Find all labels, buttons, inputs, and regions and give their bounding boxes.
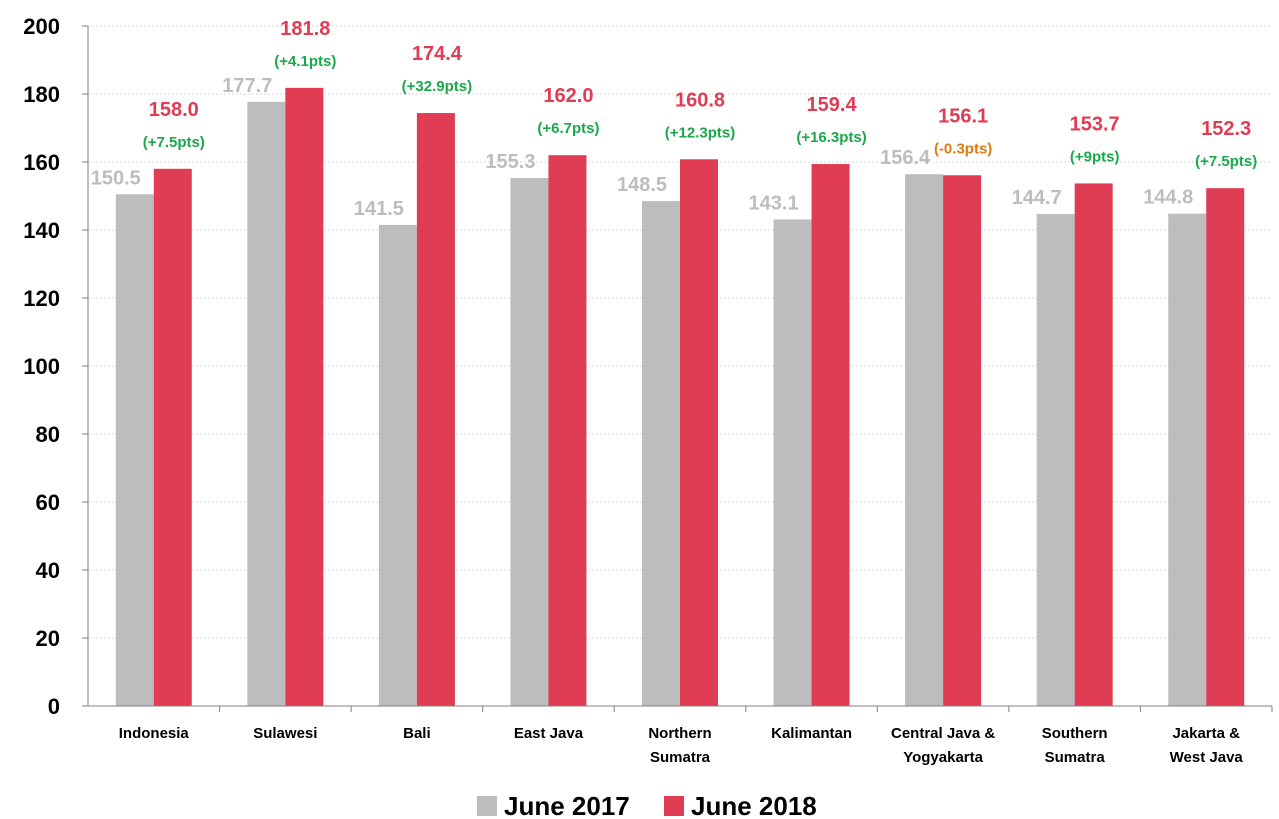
x-category-label: West Java bbox=[1170, 749, 1244, 766]
x-category-label: Sumatra bbox=[650, 749, 711, 766]
y-tick-label: 80 bbox=[36, 422, 60, 447]
data-label-june-2018: 158.0 bbox=[149, 99, 199, 121]
y-tick-label: 20 bbox=[36, 626, 60, 651]
data-label-june-2017: 155.3 bbox=[485, 151, 535, 173]
bar-june-2018 bbox=[943, 175, 982, 706]
data-label-june-2017: 148.5 bbox=[617, 174, 667, 196]
change-label: (-0.3pts) bbox=[934, 140, 992, 157]
legend-label-june-2017: June 2017 bbox=[504, 791, 630, 819]
bar-june-2017 bbox=[905, 174, 944, 707]
legend-label-june-2018: June 2018 bbox=[691, 791, 817, 819]
data-label-june-2017: 141.5 bbox=[354, 198, 404, 220]
change-label: (+9pts) bbox=[1070, 148, 1120, 165]
x-category-label: Bali bbox=[403, 725, 431, 742]
x-axis: Indonesia Sulawesi Bali East Java Northern Su… bbox=[88, 705, 1273, 766]
bar-june-2017 bbox=[773, 219, 812, 706]
x-category-label: Sulawesi bbox=[253, 725, 317, 742]
bar-june-2017 bbox=[1036, 214, 1075, 706]
x-category-label: Northern bbox=[648, 725, 711, 742]
y-tick-label: 180 bbox=[23, 82, 60, 107]
change-label: (+6.7pts) bbox=[537, 120, 599, 137]
y-tick-label: 140 bbox=[23, 218, 60, 243]
bar-june-2017 bbox=[1168, 213, 1207, 706]
data-label-june-2018: 153.7 bbox=[1070, 113, 1120, 135]
y-tick-label: 40 bbox=[36, 558, 60, 583]
y-tick-label: 60 bbox=[36, 490, 60, 515]
data-label-june-2018: 162.0 bbox=[543, 85, 593, 107]
change-label: (+4.1pts) bbox=[274, 53, 336, 70]
bar-june-2018 bbox=[811, 164, 850, 707]
data-label-june-2017: 177.7 bbox=[222, 75, 272, 97]
legend-swatch-june-2018 bbox=[664, 796, 684, 816]
bar-june-2017 bbox=[115, 194, 154, 707]
change-label: (+7.5pts) bbox=[143, 134, 205, 151]
data-label-june-2018: 152.3 bbox=[1201, 118, 1251, 140]
change-label: (+7.5pts) bbox=[1195, 153, 1257, 170]
x-category-label: Southern bbox=[1042, 725, 1108, 742]
bar-june-2017 bbox=[378, 224, 417, 706]
change-label: (+12.3pts) bbox=[665, 124, 735, 141]
bar-june-2017 bbox=[642, 201, 680, 706]
y-axis: 0 20 40 60 80 100 120 140 160 180 200 bbox=[23, 14, 89, 719]
data-label-june-2017: 156.4 bbox=[880, 147, 931, 169]
bar-june-2018 bbox=[416, 113, 455, 707]
data-label-june-2018: 174.4 bbox=[412, 43, 463, 65]
y-tick-label: 200 bbox=[23, 14, 60, 39]
data-label-june-2018: 160.8 bbox=[675, 89, 725, 111]
data-label-june-2018: 159.4 bbox=[807, 94, 858, 116]
y-tick-label: 100 bbox=[23, 354, 60, 379]
bar-june-2017 bbox=[510, 177, 549, 707]
data-label-june-2017: 144.7 bbox=[1012, 187, 1062, 209]
bar-june-2018 bbox=[1206, 188, 1245, 706]
bar-june-2018 bbox=[285, 87, 324, 706]
bar-june-2018 bbox=[680, 159, 718, 706]
x-category-label: Kalimantan bbox=[771, 725, 852, 742]
data-labels: 150.5 158.0 (+7.5pts) 177.7 181.8 (+4.1pts) 14… bbox=[91, 18, 1258, 220]
y-tick-label: 0 bbox=[48, 694, 60, 719]
bar-june-2017 bbox=[247, 101, 286, 706]
change-label: (+32.9pts) bbox=[402, 78, 472, 95]
bar-june-2018 bbox=[1074, 183, 1113, 707]
y-tick-label: 160 bbox=[23, 150, 60, 175]
x-category-label: East Java bbox=[514, 725, 584, 742]
change-label: (+16.3pts) bbox=[796, 129, 866, 146]
data-label-june-2017: 150.5 bbox=[91, 167, 141, 189]
legend-swatch-june-2017 bbox=[477, 796, 497, 816]
x-category-label: Yogyakarta bbox=[903, 749, 983, 766]
y-tick-label: 120 bbox=[23, 286, 60, 311]
x-category-label: Central Java & bbox=[891, 725, 995, 742]
bar-june-2018 bbox=[153, 168, 192, 707]
x-category-label: Indonesia bbox=[119, 725, 190, 742]
bar-june-2018 bbox=[548, 155, 587, 706]
data-label-june-2017: 143.1 bbox=[749, 192, 799, 214]
data-label-june-2018: 181.8 bbox=[280, 18, 330, 40]
x-category-label: Sumatra bbox=[1045, 749, 1106, 766]
bars bbox=[115, 87, 1245, 707]
data-label-june-2017: 144.8 bbox=[1143, 187, 1193, 209]
x-category-label: Jakarta & bbox=[1172, 725, 1240, 742]
data-label-june-2018: 156.1 bbox=[938, 105, 988, 127]
legend: June 2017 June 2018 bbox=[477, 791, 817, 819]
